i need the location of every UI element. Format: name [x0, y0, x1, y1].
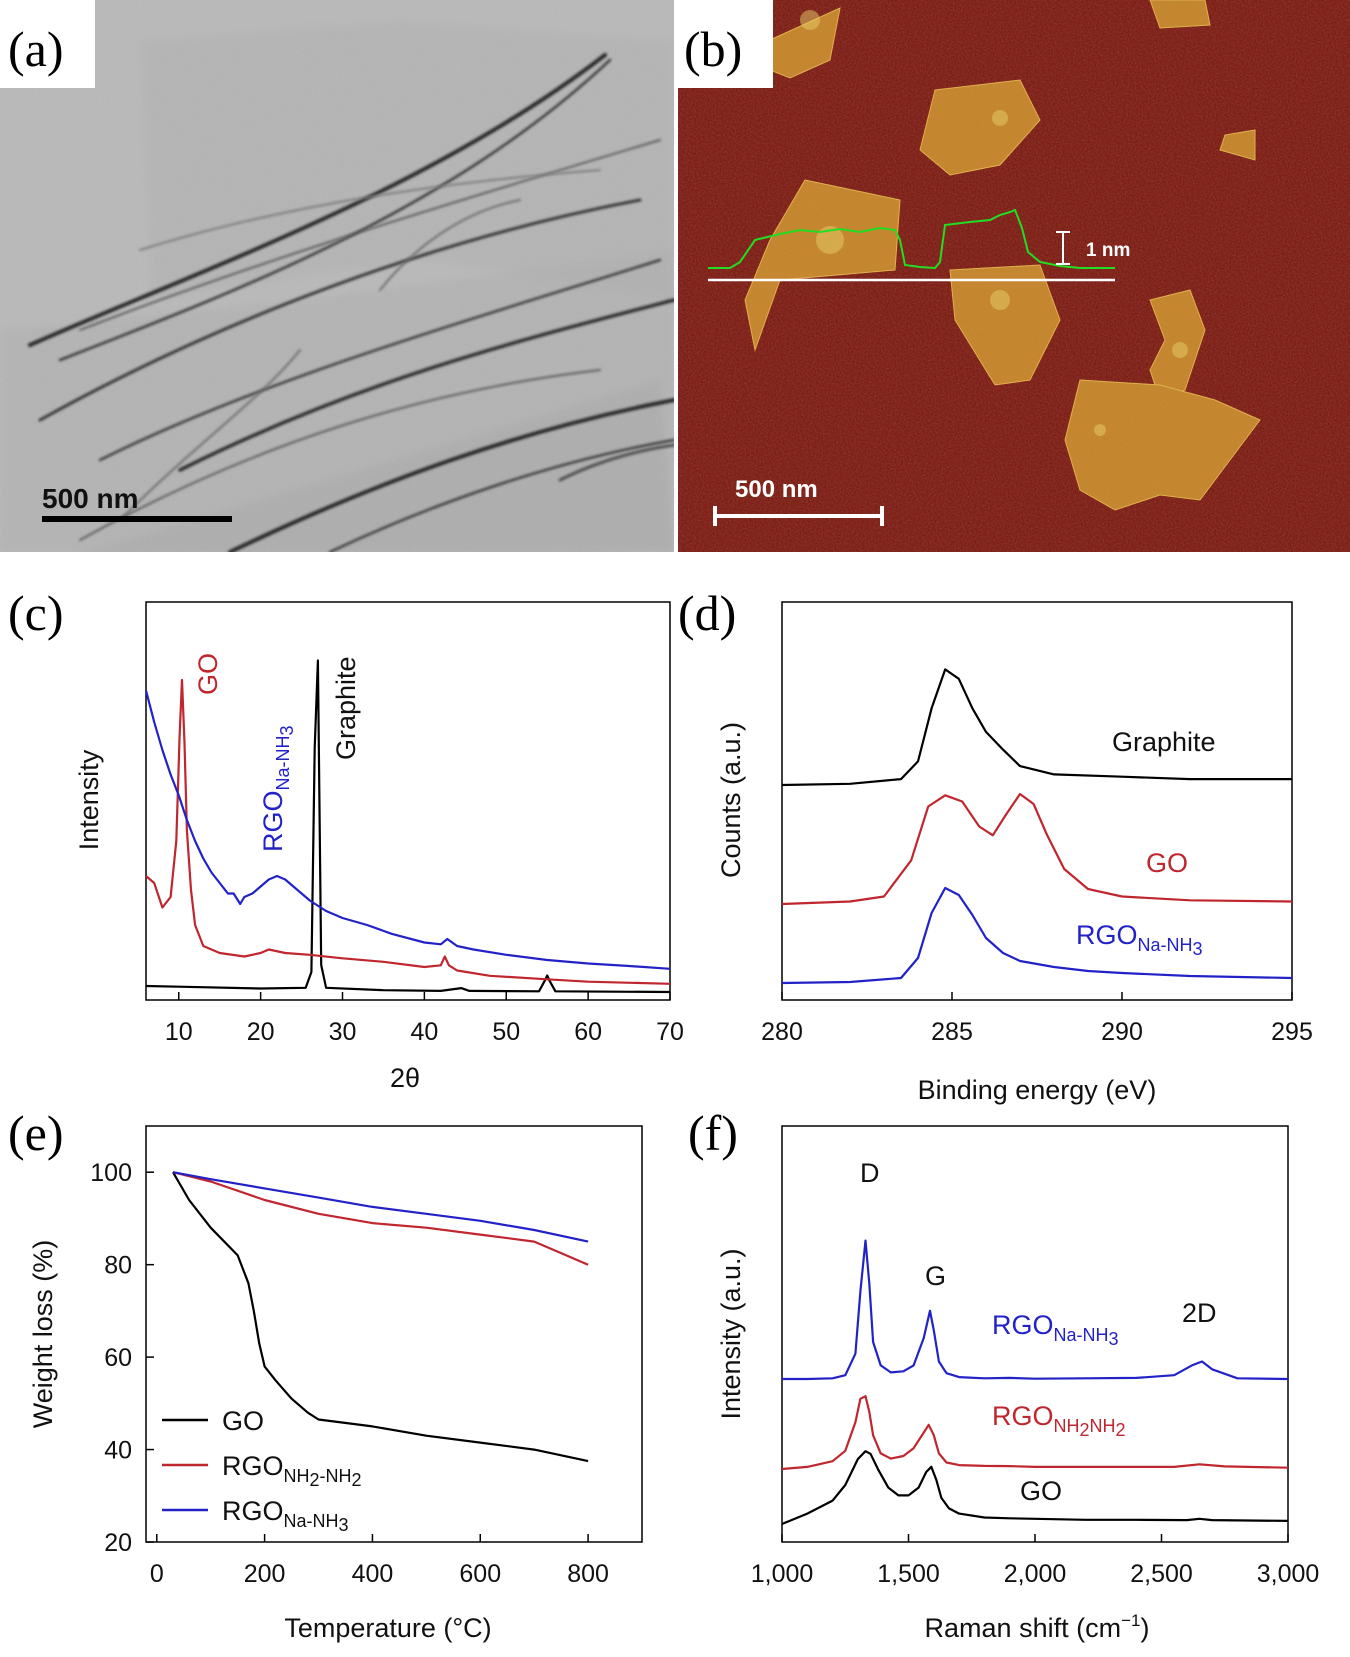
legend-e-rgo-na: RGONa-NH3 — [222, 1496, 349, 1535]
peak-label-2d: 2D — [1182, 1298, 1217, 1328]
xtick-label-c-1: 20 — [247, 1018, 275, 1046]
xtick-label-d-1: 285 — [931, 1018, 973, 1046]
xtick-label-c-2: 30 — [329, 1018, 357, 1046]
series-c-graphite — [145, 659, 671, 994]
xlabel-d: Binding energy (eV) — [918, 1075, 1157, 1105]
ylabel-c: Intensity — [74, 749, 104, 850]
xtick-label-d-3: 295 — [1271, 1018, 1313, 1046]
panel-c-xrd-chart: (c) 10 20 30 40 50 60 70 Intensity 2θ GO RGONa… — [8, 585, 684, 1093]
panel-d-xps-chart: (d) 280 285 290 295 Counts (a.u.) Binding e… — [678, 585, 1313, 1105]
ylabel-e: Weight loss (%) — [28, 1240, 58, 1429]
label-c-graphite: Graphite — [331, 656, 361, 760]
xtick-label-c-5: 60 — [574, 1018, 602, 1046]
panel-a-tem-image: (a) 500 nm — [0, 0, 674, 552]
xtick-label-f-2: 2,000 — [1004, 1560, 1067, 1588]
xtick-label-e-3: 600 — [459, 1560, 501, 1588]
panel-e-tga-chart: (e) 0 200 400 600 800 20 40 60 80 100 Weight loss… — [8, 1105, 643, 1643]
ytick-label-e-3: 80 — [104, 1252, 132, 1280]
series-e-rgo-na-nh3 — [172, 1171, 589, 1243]
xtick-label-f-0: 1,000 — [751, 1560, 814, 1588]
xtick-label-e-2: 400 — [352, 1560, 394, 1588]
legend-e-rgo-n2h4: RGONH2-NH2 — [222, 1451, 362, 1490]
panel-f-raman-chart: (f) 1,000 1,500 2,000 2,500 3,000 Intensity … — [688, 1105, 1319, 1643]
legend-e-go: GO — [222, 1406, 264, 1436]
panel-letter-a: (a) — [8, 21, 64, 77]
xtick-label-c-3: 40 — [410, 1018, 438, 1046]
xtick-label-f-3: 2,500 — [1130, 1560, 1193, 1588]
panel-letter-e: (e) — [8, 1105, 64, 1161]
ytick-label-e-4: 100 — [90, 1159, 132, 1187]
xtick-label-c-4: 50 — [492, 1018, 520, 1046]
label-d-rgo: RGONa-NH3 — [1076, 920, 1203, 959]
label-d-graphite: Graphite — [1112, 727, 1216, 757]
label-d-go: GO — [1146, 848, 1188, 878]
peak-label-g: G — [925, 1261, 946, 1291]
peak-label-d: D — [860, 1158, 880, 1188]
plot-frame-c — [145, 601, 671, 1001]
xtick-label-c-6: 70 — [656, 1018, 684, 1046]
label-f-go: GO — [1020, 1476, 1062, 1506]
xtick-label-e-4: 800 — [567, 1560, 609, 1588]
series-d-go — [781, 792, 1293, 906]
plot-frame-e — [145, 1125, 643, 1543]
panel-letter-b: (b) — [684, 21, 742, 77]
xtick-label-c-0: 10 — [165, 1018, 193, 1046]
series-d-rgo-na-nh3 — [781, 886, 1293, 985]
xtick-label-e-0: 0 — [150, 1560, 164, 1588]
series-c-go — [145, 678, 671, 985]
ytick-label-e-2: 60 — [104, 1344, 132, 1372]
legend-e: GO RGONH2-NH2 RGONa-NH3 — [162, 1406, 362, 1535]
series-c-rgo-na-nh3 — [144, 690, 671, 970]
xtick-label-e-1: 200 — [244, 1560, 286, 1588]
afm-height-profile — [708, 208, 1115, 270]
xlabel-e: Temperature (°C) — [284, 1613, 491, 1643]
ylabel-d: Counts (a.u.) — [716, 722, 746, 878]
label-f-rgo-n2h4: RGONH2NH2 — [992, 1401, 1126, 1440]
xtick-label-f-1: 1,500 — [877, 1560, 940, 1588]
series-e-rgo-nh2-nh2 — [172, 1171, 589, 1266]
scalebar-b-label: 500 nm — [735, 476, 818, 503]
xlabel-c: 2θ — [390, 1063, 420, 1093]
series-f-rgo-na-nh3 — [782, 1239, 1289, 1381]
label-c-go: GO — [193, 653, 223, 695]
xtick-label-d-2: 290 — [1101, 1018, 1143, 1046]
panel-letter-d: (d) — [678, 585, 736, 641]
xlabel-f: Raman shift (cm−1) — [925, 1611, 1150, 1643]
scalebar-a-label: 500 nm — [42, 483, 139, 514]
xtick-label-f-4: 3,000 — [1257, 1560, 1320, 1588]
panel-letter-f: (f) — [688, 1105, 738, 1161]
label-f-rgo-na: RGONa-NH3 — [992, 1310, 1119, 1349]
ytick-label-e-0: 20 — [104, 1529, 132, 1557]
xtick-label-d-0: 280 — [761, 1018, 803, 1046]
series-f-go — [781, 1450, 1289, 1526]
series-e-go — [172, 1171, 589, 1463]
ylabel-f: Intensity (a.u.) — [716, 1248, 746, 1419]
series-d-graphite — [781, 668, 1292, 787]
panel-b-afm-image: 1 nm 500 nm (b) — [678, 0, 1350, 552]
panel-letter-c: (c) — [8, 585, 64, 641]
ytick-label-e-1: 40 — [104, 1437, 132, 1465]
label-c-rgo: RGONa-NH3 — [258, 725, 297, 852]
afm-height-label: 1 nm — [1086, 240, 1130, 261]
series-f-rgo-nh2nh2 — [781, 1395, 1289, 1471]
plot-frame-d — [781, 601, 1293, 1001]
